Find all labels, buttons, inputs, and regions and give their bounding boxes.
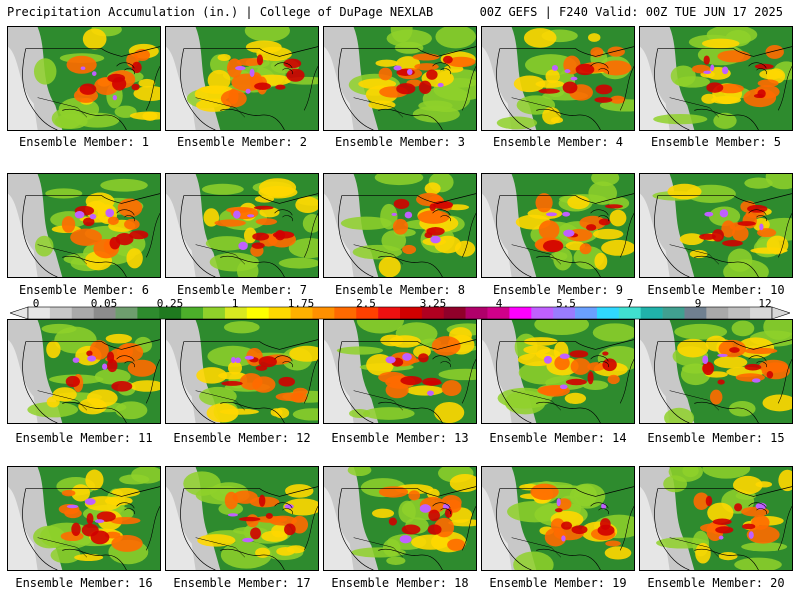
- ensemble-member-caption: Ensemble Member: 6: [18, 283, 150, 297]
- ensemble-map-panel: [639, 173, 793, 278]
- precip-map: [8, 467, 160, 570]
- ensemble-member-caption: Ensemble Member: 20: [647, 576, 785, 590]
- ensemble-map-panel: [323, 173, 477, 278]
- precip-map: [324, 27, 476, 130]
- ensemble-member-caption: Ensemble Member: 14: [489, 431, 627, 445]
- colorbar-tick-label: 12: [758, 297, 772, 310]
- precip-map: [482, 27, 634, 130]
- ensemble-member-caption: Ensemble Member: 9: [492, 283, 624, 297]
- precip-map: [8, 320, 160, 423]
- ensemble-map-panel: [639, 466, 793, 571]
- precip-map: [640, 467, 792, 570]
- precip-map: [640, 27, 792, 130]
- ensemble-member-caption: Ensemble Member: 4: [492, 135, 624, 149]
- ensemble-map-panel: [165, 466, 319, 571]
- ensemble-map-panel: [7, 466, 161, 571]
- precip-map: [640, 320, 792, 423]
- colorbar-tick-label: 0.25: [156, 297, 184, 310]
- ensemble-map-panel: [481, 466, 635, 571]
- ensemble-map-panel: [165, 319, 319, 424]
- ensemble-map-panel: [165, 173, 319, 278]
- ensemble-map-panel: [7, 173, 161, 278]
- colorbar-tick-label: 0: [32, 297, 40, 310]
- ensemble-map-panel: [481, 26, 635, 131]
- precip-map: [8, 174, 160, 277]
- ensemble-map-panel: [481, 319, 635, 424]
- precip-map: [8, 27, 160, 130]
- precip-map: [166, 174, 318, 277]
- run-valid-time: 00Z GEFS | F240 Valid: 00Z TUE JUN 17 20…: [479, 5, 783, 19]
- precip-map: [166, 467, 318, 570]
- colorbar-tick-label: 1: [231, 297, 239, 310]
- ensemble-map-panel: [323, 319, 477, 424]
- precip-map: [640, 174, 792, 277]
- ensemble-member-caption: Ensemble Member: 13: [331, 431, 469, 445]
- precip-map: [482, 174, 634, 277]
- chart-title: Precipitation Accumulation (in.) | Colle…: [7, 5, 434, 19]
- precip-map: [166, 320, 318, 423]
- ensemble-map-panel: [7, 26, 161, 131]
- ensemble-member-caption: Ensemble Member: 3: [334, 135, 466, 149]
- ensemble-map-panel: [481, 173, 635, 278]
- ensemble-member-caption: Ensemble Member: 7: [176, 283, 308, 297]
- ensemble-member-caption: Ensemble Member: 15: [647, 431, 785, 445]
- ensemble-member-caption: Ensemble Member: 17: [173, 576, 311, 590]
- colorbar-tick-label: 1.75: [287, 297, 315, 310]
- ensemble-member-caption: Ensemble Member: 19: [489, 576, 627, 590]
- precip-map: [324, 320, 476, 423]
- colorbar-tick-label: 2.5: [356, 297, 376, 310]
- ensemble-member-caption: Ensemble Member: 8: [334, 283, 466, 297]
- ensemble-map-panel: [323, 466, 477, 571]
- colorbar-tick-label: 0.05: [90, 297, 118, 310]
- precip-map: [166, 27, 318, 130]
- precip-map: [482, 320, 634, 423]
- colorbar-tick-label: 4: [495, 297, 503, 310]
- ensemble-member-caption: Ensemble Member: 11: [15, 431, 153, 445]
- colorbar-tick-label: 7: [626, 297, 634, 310]
- colorbar-tick-label: 3.25: [419, 297, 447, 310]
- colorbar: [10, 306, 790, 320]
- precip-map: [324, 174, 476, 277]
- ensemble-member-caption: Ensemble Member: 16: [15, 576, 153, 590]
- ensemble-member-caption: Ensemble Member: 12: [173, 431, 311, 445]
- ensemble-map-panel: [639, 26, 793, 131]
- ensemble-map-panel: [7, 319, 161, 424]
- ensemble-member-caption: Ensemble Member: 1: [18, 135, 150, 149]
- ensemble-member-caption: Ensemble Member: 5: [650, 135, 782, 149]
- ensemble-member-caption: Ensemble Member: 2: [176, 135, 308, 149]
- ensemble-map-panel: [639, 319, 793, 424]
- precip-map: [324, 467, 476, 570]
- precip-map: [482, 467, 634, 570]
- colorbar-tick-label: 5.5: [556, 297, 576, 310]
- colorbar-tick-label: 9: [694, 297, 702, 310]
- ensemble-map-panel: [323, 26, 477, 131]
- ensemble-map-panel: [165, 26, 319, 131]
- ensemble-member-caption: Ensemble Member: 10: [647, 283, 785, 297]
- ensemble-member-caption: Ensemble Member: 18: [331, 576, 469, 590]
